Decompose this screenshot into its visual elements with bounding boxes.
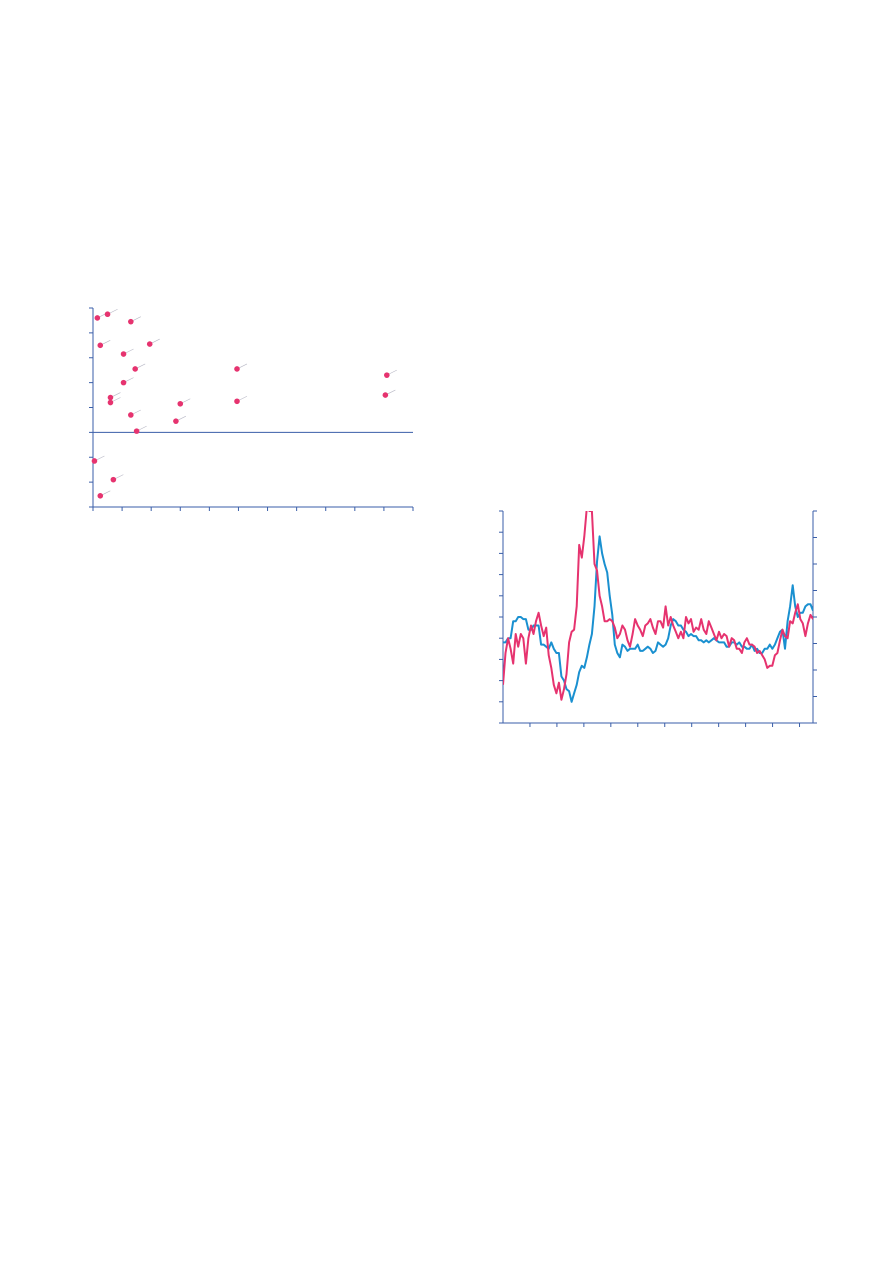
data-point bbox=[382, 392, 389, 398]
data-point bbox=[104, 311, 111, 318]
data-point bbox=[146, 341, 153, 347]
data-point bbox=[177, 400, 184, 407]
data-point bbox=[97, 493, 104, 499]
data-point bbox=[120, 351, 127, 357]
data-point bbox=[110, 476, 117, 483]
data-point bbox=[107, 399, 114, 406]
data-point bbox=[234, 366, 240, 372]
data-point bbox=[120, 379, 127, 386]
data-point bbox=[132, 366, 138, 372]
series-line-2 bbox=[503, 511, 813, 701]
scatter-chart bbox=[89, 307, 414, 511]
data-point bbox=[234, 398, 240, 405]
data-point bbox=[91, 458, 98, 464]
data-point bbox=[97, 342, 104, 349]
data-point bbox=[128, 412, 134, 418]
data-point bbox=[133, 428, 140, 434]
data-point bbox=[173, 418, 179, 424]
series-line-1 bbox=[503, 535, 813, 703]
data-point bbox=[128, 318, 134, 325]
data-point bbox=[94, 315, 101, 321]
data-point bbox=[107, 394, 114, 401]
line-chart bbox=[499, 510, 817, 727]
data-point bbox=[384, 372, 390, 378]
